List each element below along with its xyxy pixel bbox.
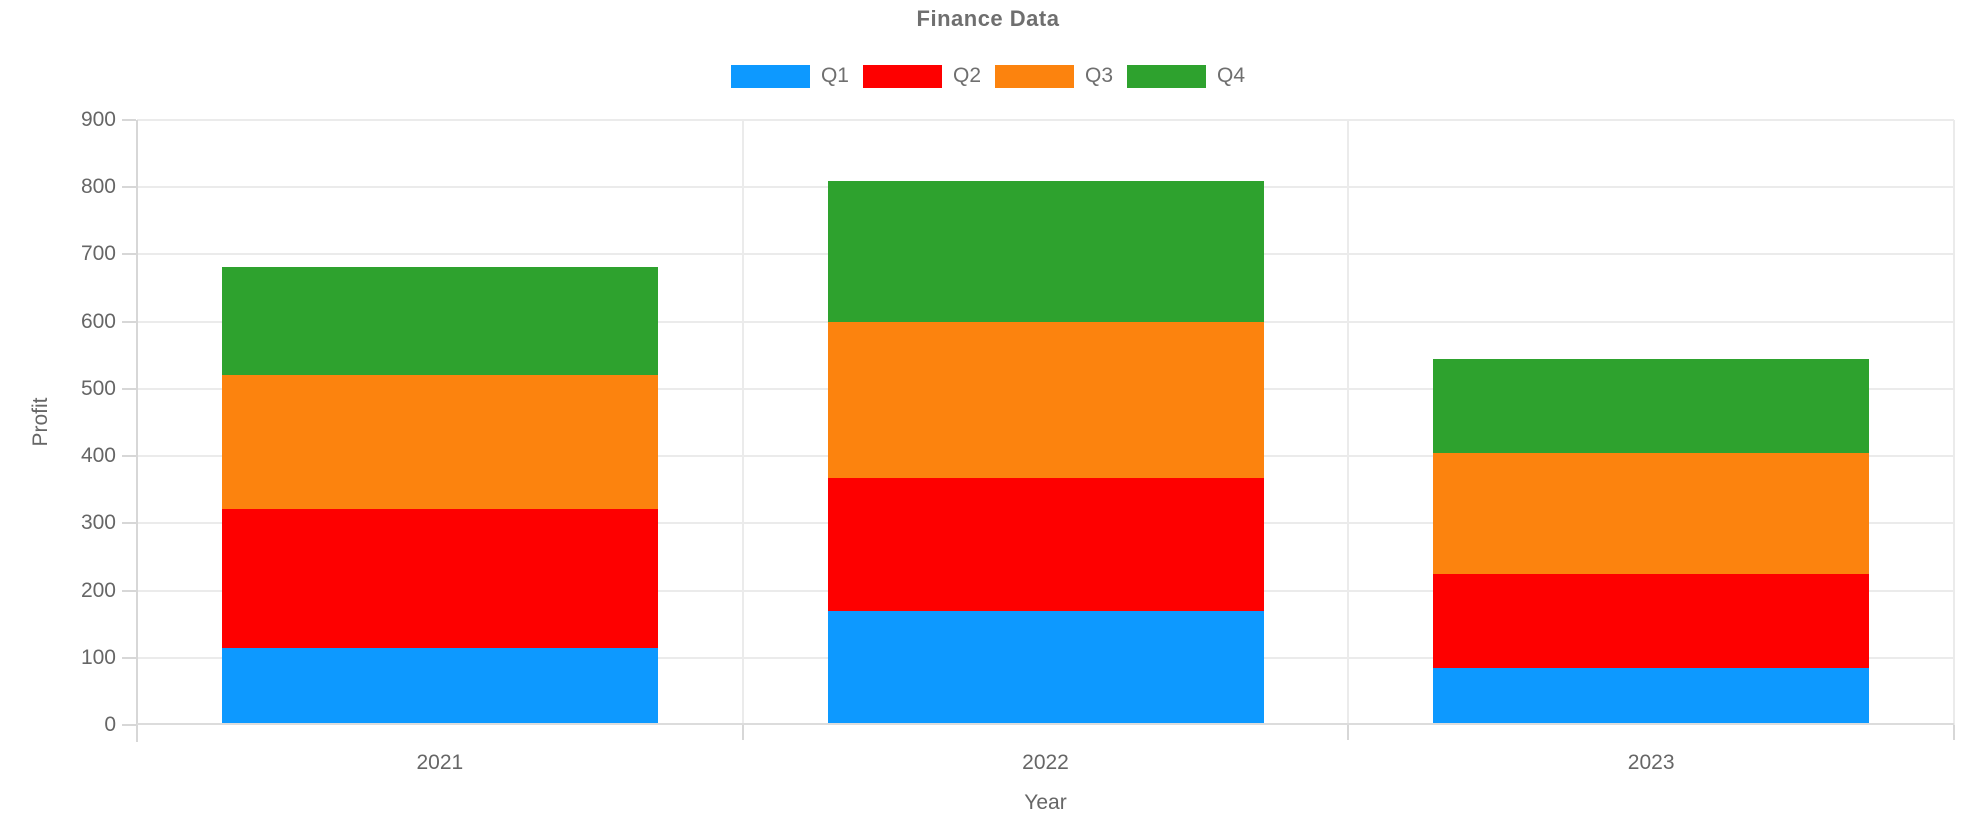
y-tick-label-600: 600	[80, 309, 116, 333]
plot-area	[137, 119, 1955, 725]
gridline-y-900	[137, 119, 1954, 121]
gridline-x-1	[742, 120, 744, 725]
legend-label-q1: Q1	[820, 64, 849, 87]
legend-item-q2[interactable]: Q2	[862, 64, 981, 88]
bar-2022-q3-segment	[828, 321, 1264, 478]
bar-2023-q3-segment	[1433, 452, 1869, 574]
legend-item-q4[interactable]: Q4	[1127, 64, 1245, 88]
legend-swatch-q1-icon	[730, 64, 810, 88]
y-tick-label-300: 300	[80, 511, 116, 535]
chart-title: Finance Data	[916, 6, 1060, 31]
y-tick-label-200: 200	[80, 578, 116, 602]
bar-2022-q1-segment	[828, 610, 1264, 725]
gridline-x-2	[1347, 120, 1349, 725]
y-tick-200	[122, 589, 136, 592]
legend-item-q1[interactable]: Q1	[730, 64, 849, 88]
bar-2021-q2-segment	[222, 509, 658, 648]
bar-2022-q4-segment	[828, 180, 1264, 322]
y-tick-300	[122, 522, 136, 525]
legend-label-q3: Q3	[1085, 64, 1114, 87]
x-tick-label-2023: 2023	[1627, 751, 1675, 774]
y-axis-line	[136, 120, 138, 742]
legend-label-q4: Q4	[1217, 64, 1246, 87]
bar-2023-q2-segment	[1433, 573, 1869, 668]
y-tick-900	[122, 119, 136, 121]
legend-swatch-q2-icon	[862, 64, 942, 88]
y-axis-title: Profit	[29, 397, 52, 447]
bar-2023-q4-segment	[1433, 358, 1869, 453]
y-tick-label-700: 700	[80, 242, 116, 266]
y-tick-label-100: 100	[80, 645, 116, 669]
bar-2021-q4-segment	[222, 266, 658, 376]
y-axis-tick-labels: 0 100 200 300 400 500 600 700 800 900	[0, 0, 116, 830]
x-tick-2	[1347, 725, 1349, 740]
y-tick-600	[122, 320, 136, 323]
bar-2023-q1-segment	[1433, 667, 1869, 725]
x-axis-title: Year	[1024, 791, 1067, 814]
x-tick-3	[1953, 725, 1955, 740]
legend-swatch-q4-icon	[1127, 64, 1207, 88]
x-tick-0	[136, 725, 138, 740]
y-tick-label-0: 0	[104, 713, 116, 736]
y-tick-label-500: 500	[80, 376, 116, 400]
y-tick-400	[122, 455, 136, 458]
y-tick-0	[122, 724, 136, 726]
x-tick-1	[742, 725, 744, 740]
bar-2021-q3-segment	[222, 375, 658, 510]
x-axis-line	[137, 723, 1954, 725]
legend-label-q2: Q2	[952, 64, 981, 87]
y-tick-label-800: 800	[80, 175, 116, 199]
x-tick-label-2021: 2021	[416, 751, 464, 774]
y-tick-500	[122, 387, 136, 390]
y-tick-800	[122, 186, 136, 189]
y-tick-700	[122, 253, 136, 256]
bar-2021-q1-segment	[222, 647, 658, 725]
y-tick-100	[122, 656, 136, 659]
legend: Q1 Q2 Q3 Q4	[0, 64, 1976, 88]
bar-2022-q2-segment	[828, 477, 1264, 611]
y-tick-label-900: 900	[80, 108, 116, 131]
legend-item-q3[interactable]: Q3	[995, 64, 1113, 88]
y-tick-label-400: 400	[80, 444, 116, 468]
legend-swatch-q3-icon	[995, 64, 1074, 88]
x-tick-label-2022: 2022	[1022, 751, 1069, 774]
gridline-x-3	[1953, 120, 1955, 725]
